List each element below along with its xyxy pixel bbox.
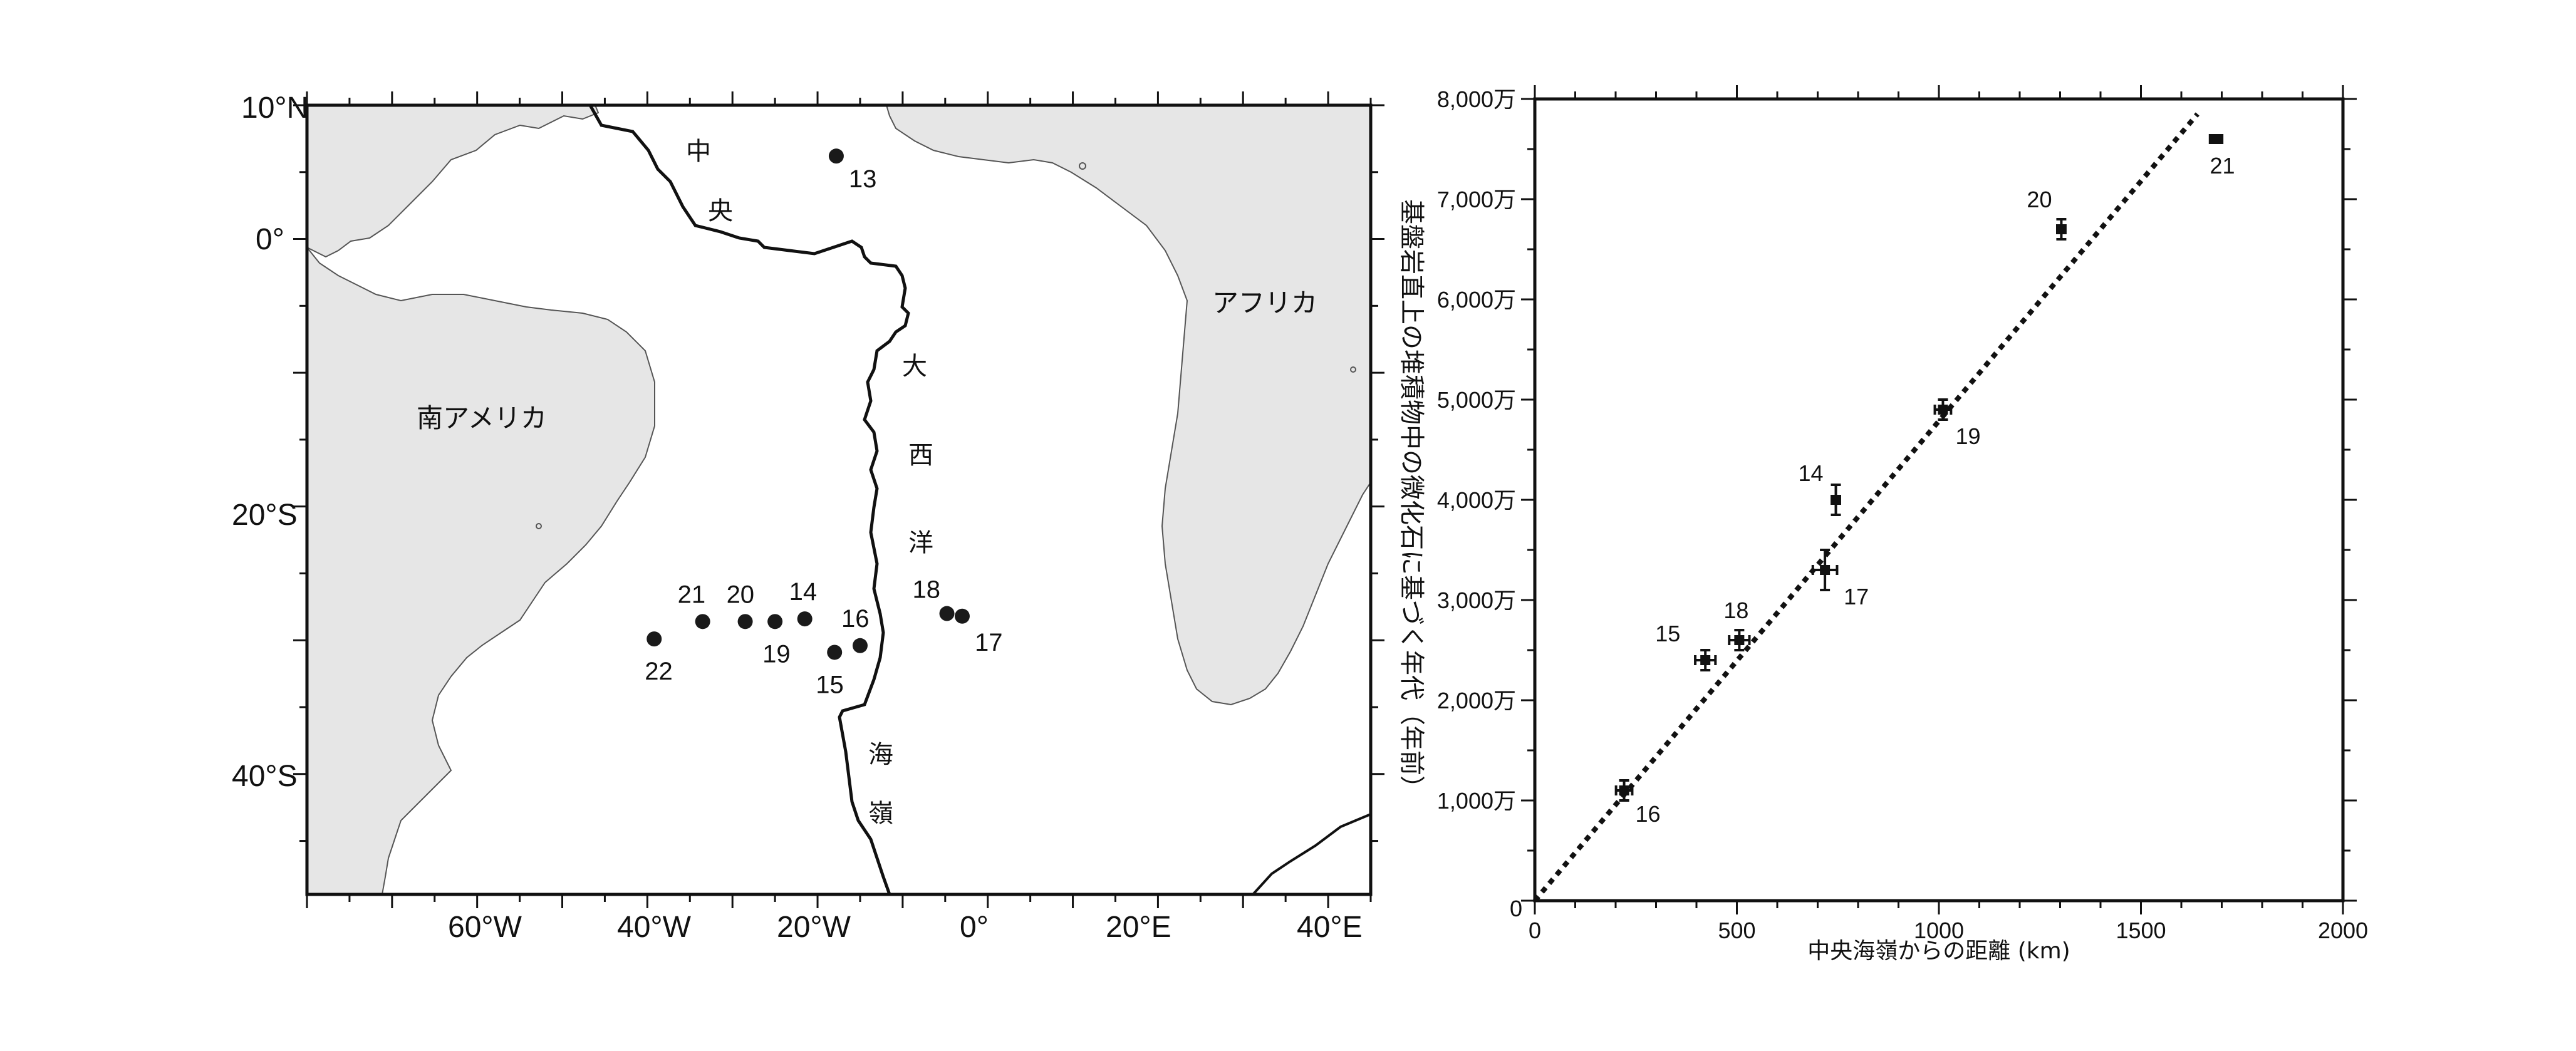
data-point-14: 14 xyxy=(1799,460,1841,516)
origin-label: 0 xyxy=(1510,896,1522,921)
lon-label-60w: 60°W xyxy=(448,911,522,944)
lon-label-20e: 20°E xyxy=(1106,911,1171,944)
y-tick-label: 5,000万 xyxy=(1437,387,1516,413)
site-label-13: 13 xyxy=(849,165,877,193)
point-label-20: 20 xyxy=(2027,187,2052,212)
point-marker xyxy=(1938,405,1948,415)
data-point-21: 21 xyxy=(2208,134,2235,179)
site-label-20: 20 xyxy=(727,581,755,608)
site-label-21: 21 xyxy=(678,581,706,608)
point-marker xyxy=(2211,134,2221,144)
site-marker-22 xyxy=(647,631,662,647)
trend-line xyxy=(1532,112,2199,903)
site-marker-18 xyxy=(939,606,955,621)
lon-label-20w: 20°W xyxy=(777,911,851,944)
site-label-15: 15 xyxy=(816,671,844,698)
data-point-15: 15 xyxy=(1655,621,1717,671)
map-ticks xyxy=(293,91,1384,908)
site-label-16: 16 xyxy=(841,605,870,633)
point-marker xyxy=(1619,785,1629,795)
site-marker-14 xyxy=(797,611,813,627)
label-south-america: 南アメリカ xyxy=(417,403,547,433)
site-label-22: 22 xyxy=(645,658,673,685)
y-tick-label: 6,000万 xyxy=(1437,287,1516,313)
site-label-19: 19 xyxy=(762,640,791,668)
data-point-17: 17 xyxy=(1811,549,1869,609)
point-label-18: 18 xyxy=(1723,598,1748,623)
label-africa: アフリカ xyxy=(1212,287,1317,318)
map-frame xyxy=(305,103,1373,896)
data-point-20: 20 xyxy=(2027,187,2067,241)
x-tick-label: 1500 xyxy=(2116,918,2166,943)
point-marker xyxy=(1734,635,1745,645)
south-america-landmass xyxy=(307,105,655,894)
site-marker-17 xyxy=(954,608,970,624)
site-label-17: 17 xyxy=(975,629,1003,656)
map-sites: 13 14 15 16 17 18 19 20 21 22 xyxy=(645,148,1002,698)
lat-label-40s: 40°S xyxy=(232,760,298,793)
point-label-17: 17 xyxy=(1844,584,1869,609)
lon-label-0: 0° xyxy=(960,911,989,944)
ridge-char-2: 央 xyxy=(708,197,733,225)
lon-label-40w: 40°W xyxy=(617,911,692,944)
point-label-15: 15 xyxy=(1655,621,1680,646)
lat-label-20s: 20°S xyxy=(232,499,298,532)
point-marker xyxy=(2056,224,2067,234)
ridge-char-1: 中 xyxy=(686,137,711,166)
site-marker-13 xyxy=(828,148,844,164)
point-label-16: 16 xyxy=(1636,801,1661,827)
map-panel: 10°N 0° 20°S 40°S 60°W 40°W 20°W 0° 20°E… xyxy=(232,91,1384,944)
southern-coast xyxy=(1252,813,1371,894)
plot-ticks xyxy=(1521,85,2357,914)
site-marker-16 xyxy=(852,638,868,653)
plot-points: 16 15 18 14 17 19 20 21 xyxy=(1614,134,2235,827)
y-tick-label: 4,000万 xyxy=(1437,487,1516,513)
island xyxy=(536,523,542,529)
x-tick-label: 500 xyxy=(1718,918,1755,943)
site-marker-19 xyxy=(767,614,783,629)
y-axis-label: 基盤岩直上の堆積物中の微化石に基づく年代（年前） xyxy=(1397,199,1426,800)
scatter-plot-panel: 0 500 1000 1500 2000 1,000万 2,000万 3,000万 4,000万… xyxy=(1397,85,2368,964)
mid-atlantic-ridge xyxy=(588,105,910,894)
point-marker xyxy=(1700,655,1711,665)
site-marker-15 xyxy=(827,645,843,660)
africa-landmass xyxy=(885,105,1371,706)
data-point-18: 18 xyxy=(1723,598,1751,651)
point-label-14: 14 xyxy=(1799,460,1824,486)
data-point-16: 16 xyxy=(1614,779,1661,827)
ridge-char-5: 洋 xyxy=(908,529,933,557)
x-tick-label: 2000 xyxy=(2318,918,2368,943)
plot-tick-labels: 0 500 1000 1500 2000 1,000万 2,000万 3,000万 4,000万… xyxy=(1437,86,2368,943)
ridge-char-4: 西 xyxy=(908,441,933,470)
x-axis-label: 中央海嶺からの距離 (km) xyxy=(1807,938,2070,964)
x-tick-label: 1000 xyxy=(1914,918,1964,943)
plot-frame xyxy=(1533,97,2345,903)
site-marker-20 xyxy=(737,614,753,629)
data-point-19: 19 xyxy=(1933,398,1980,449)
site-marker-21 xyxy=(695,614,710,629)
y-tick-label: 7,000万 xyxy=(1437,187,1516,212)
y-tick-label: 2,000万 xyxy=(1437,688,1516,713)
island xyxy=(1079,162,1086,170)
point-label-21: 21 xyxy=(2210,153,2235,179)
lat-label-10n: 10°N xyxy=(241,91,308,125)
site-label-18: 18 xyxy=(913,576,941,604)
y-tick-label: 1,000万 xyxy=(1437,788,1516,814)
island xyxy=(1350,366,1356,373)
lon-label-40e: 40°E xyxy=(1297,911,1363,944)
ridge-char-7: 嶺 xyxy=(868,799,893,828)
y-tick-label: 3,000万 xyxy=(1437,588,1516,613)
y-tick-label: 8,000万 xyxy=(1437,86,1516,112)
ridge-char-3: 大 xyxy=(902,352,927,381)
ridge-char-6: 海 xyxy=(868,740,893,769)
x-tick-label: 0 xyxy=(1529,918,1541,943)
lat-label-0: 0° xyxy=(256,223,284,256)
point-marker xyxy=(1820,565,1831,575)
point-marker xyxy=(1831,495,1841,505)
point-label-19: 19 xyxy=(1955,423,1980,449)
map-labels: 10°N 0° 20°S 40°S 60°W 40°W 20°W 0° 20°E… xyxy=(232,91,1363,944)
site-label-14: 14 xyxy=(789,578,818,606)
